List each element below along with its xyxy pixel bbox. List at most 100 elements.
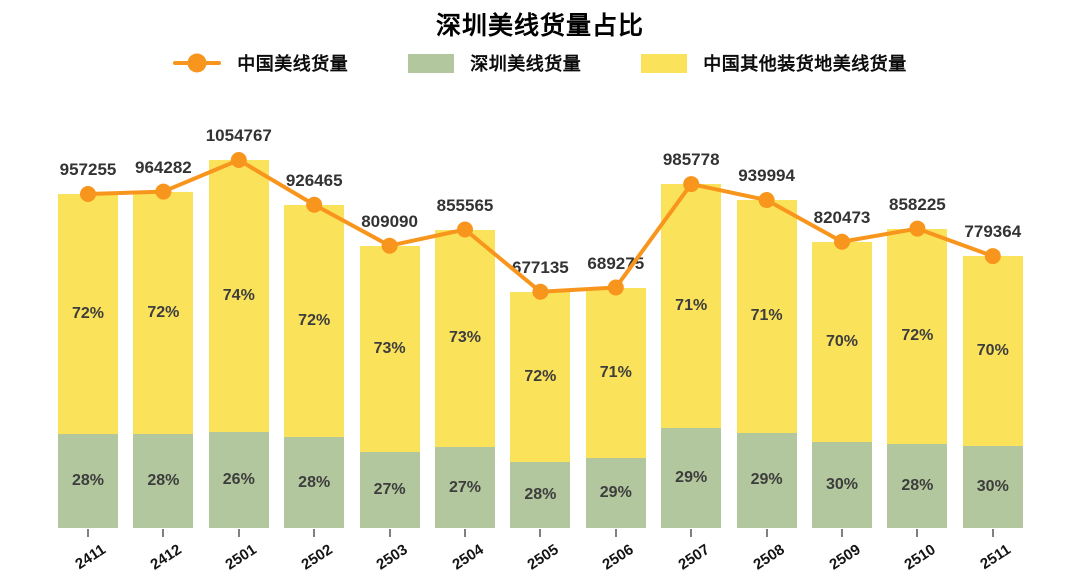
bar-segment-other-china: 70% [812, 241, 872, 443]
other-china-percent-label: 72% [71, 305, 105, 323]
bar-segment-other-china: 72% [510, 291, 571, 462]
x-axis-label: 2412 [147, 541, 185, 574]
total-value-label: 855565 [436, 195, 494, 215]
shenzhen-percent-label: 28% [298, 473, 331, 491]
bar-segment-shenzhen: 28% [510, 461, 571, 528]
x-axis-tick [87, 529, 89, 537]
other-china-percent-label: 70% [825, 332, 859, 350]
total-value-label: 939994 [738, 166, 795, 186]
other-china-percent-label: 73% [373, 339, 406, 357]
bar-segment-other-china: 72% [58, 194, 118, 435]
x-axis-label: 2503 [373, 541, 411, 574]
x-axis-tick [237, 529, 240, 537]
x-axis-tick [841, 529, 843, 537]
shenzhen-percent-label: 29% [599, 484, 632, 502]
shenzhen-percent-label: 27% [373, 480, 406, 498]
bar-segment-shenzhen: 28% [887, 444, 948, 528]
bar-segment-shenzhen: 29% [585, 458, 646, 528]
shenzhen-percent-label: 29% [675, 469, 708, 487]
shenzhen-percent-label: 28% [71, 472, 105, 490]
other-china-percent-label: 72% [147, 303, 180, 321]
legend-item-china-line: 中国美线货量 [173, 50, 348, 76]
other-china-percent-label: 72% [298, 312, 331, 330]
green-swatch-icon [408, 53, 455, 73]
shenzhen-percent-label: 30% [825, 476, 859, 494]
other-china-percent-label: 71% [599, 363, 632, 381]
yellow-swatch-icon [641, 53, 688, 73]
bar-segment-shenzhen: 29% [661, 428, 722, 528]
x-axis-label: 2511 [977, 541, 1015, 573]
x-axis-label: 2507 [675, 541, 713, 574]
bar-segment-shenzhen: 27% [435, 447, 495, 528]
total-value-label: 858225 [889, 194, 946, 214]
total-value-label: 964282 [135, 157, 192, 177]
total-value-label: 689275 [587, 253, 645, 273]
x-axis-tick [388, 529, 391, 537]
other-china-percent-label: 71% [750, 307, 783, 325]
bar-segment-shenzhen: 28% [58, 434, 118, 528]
shenzhen-percent-label: 27% [448, 478, 482, 496]
chart-title: 深圳美线货量占比 [435, 12, 644, 40]
bar-segment-shenzhen: 28% [284, 437, 345, 528]
bar-segment-shenzhen: 27% [359, 451, 420, 528]
shenzhen-percent-label: 28% [147, 471, 180, 489]
total-value-label: 926465 [285, 170, 343, 190]
dot-icon [187, 53, 207, 73]
bar-segment-other-china: 73% [435, 229, 495, 448]
x-axis-tick [614, 529, 617, 537]
bar-segment-other-china: 71% [585, 287, 646, 459]
shenzhen-percent-label: 26% [222, 471, 255, 489]
other-china-percent-label: 72% [524, 367, 557, 385]
other-china-percent-label: 72% [901, 327, 934, 345]
bar-segment-shenzhen: 30% [962, 446, 1023, 528]
x-axis-label: 2509 [826, 541, 864, 574]
bar-segment-other-china: 72% [133, 191, 194, 434]
x-axis-tick [765, 529, 768, 537]
x-axis-tick [916, 529, 919, 537]
other-china-percent-label: 74% [222, 287, 255, 305]
other-china-percent-label: 70% [976, 342, 1009, 360]
x-axis-label: 2505 [524, 541, 562, 574]
x-axis-label: 2508 [750, 541, 788, 574]
bar-segment-shenzhen: 26% [208, 432, 269, 528]
x-axis-label: 2506 [599, 541, 638, 574]
shenzhen-percent-label: 30% [976, 478, 1009, 496]
bar-segment-other-china: 72% [887, 228, 948, 445]
shenzhen-percent-label: 28% [901, 477, 934, 495]
x-axis-label: 2501 [222, 541, 261, 574]
bar-segment-other-china: 70% [962, 256, 1023, 447]
bar-segment-other-china: 71% [736, 200, 797, 433]
legend: 中国美线货量 深圳美线货量 中国其他装货地美线货量 [0, 50, 1080, 76]
legend-label-china-line: 中国美线货量 [237, 54, 349, 74]
shenzhen-percent-label: 29% [750, 471, 783, 489]
bar-segment-other-china: 73% [359, 245, 420, 452]
x-axis-label: 2502 [298, 541, 336, 574]
total-value-label: 1054767 [205, 126, 272, 145]
x-axis-label: 2510 [901, 541, 939, 574]
bar-segment-other-china: 72% [284, 204, 345, 438]
bar-segment-other-china: 74% [208, 160, 269, 433]
other-china-percent-label: 71% [675, 297, 708, 315]
x-axis-tick [991, 529, 994, 537]
legend-item-shenzhen: 深圳美线货量 [408, 50, 581, 76]
x-axis-tick [464, 529, 466, 537]
bar-segment-shenzhen: 29% [736, 432, 797, 528]
bar-segment-other-china: 71% [661, 184, 722, 429]
x-axis-label: 2504 [449, 541, 487, 574]
x-axis-tick [539, 529, 542, 537]
x-axis-tick [313, 529, 316, 537]
legend-label-shenzhen: 深圳美线货量 [470, 54, 582, 74]
other-china-percent-label: 73% [448, 329, 482, 347]
x-axis-tick [690, 529, 693, 537]
legend-label-other-china: 中国其他装货地美线货量 [703, 54, 907, 74]
line-marker-icon [173, 53, 222, 73]
x-axis-label: 2411 [72, 541, 110, 573]
total-value-label: 779364 [964, 222, 1022, 242]
bar-segment-shenzhen: 28% [133, 433, 194, 528]
bar-segment-shenzhen: 30% [812, 442, 872, 528]
legend-item-other-china: 中国其他装货地美线货量 [641, 50, 907, 76]
shenzhen-percent-label: 28% [524, 485, 557, 503]
x-axis-tick [162, 529, 165, 537]
